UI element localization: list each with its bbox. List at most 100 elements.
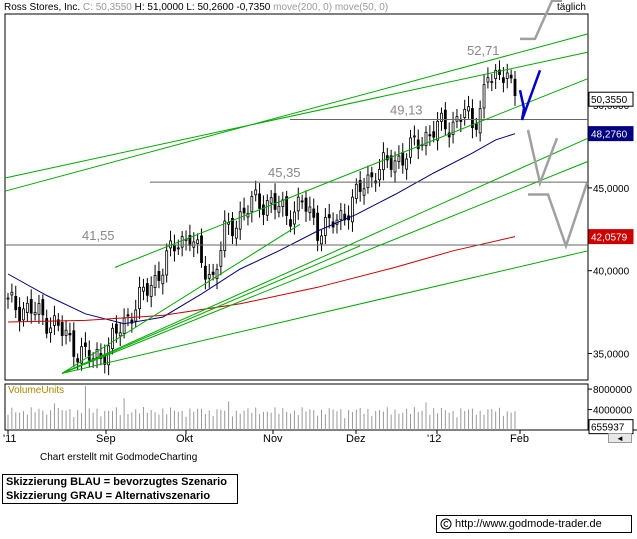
ma200-line (7, 236, 516, 323)
level-label: 41,55 (82, 228, 115, 243)
trend-line (61, 250, 589, 374)
candle-body (269, 197, 273, 204)
source-url: http://www.godmode-trader.de (455, 518, 602, 530)
ma200-label: move(200, 0) (273, 2, 333, 13)
scenario-grey-up (520, 0, 562, 41)
volume-bars (7, 386, 516, 430)
candle-body (122, 317, 126, 334)
candle-body (509, 74, 513, 79)
candle-body (250, 196, 254, 213)
candle-body (289, 219, 292, 227)
x-tick-label: '12 (427, 433, 441, 445)
candle-body (72, 330, 76, 357)
candle-body (165, 250, 169, 276)
candle-body (412, 135, 416, 138)
candle-body (505, 72, 509, 79)
x-tick-label: Feb (510, 433, 529, 445)
price-tag-label: 50,3550 (591, 95, 628, 106)
level-label: 52,71 (467, 43, 500, 58)
candle-body (114, 323, 118, 334)
candle-body (126, 314, 130, 317)
candle-body (498, 69, 501, 75)
candle-body (366, 174, 370, 189)
volume-tick-label: 4000000 (593, 406, 632, 417)
candle-body (215, 268, 219, 280)
candle-body (41, 299, 45, 316)
candle-body (428, 134, 432, 137)
candle-body (358, 180, 362, 192)
candle-body (49, 327, 52, 334)
trend-line (61, 137, 589, 374)
candle-body (424, 131, 428, 146)
y-tick-label: 45,0000 (593, 184, 630, 195)
ma50-label: move(50, 0) (334, 2, 389, 13)
chart-credit: Chart erstellt mit GodmodeCharting (40, 452, 198, 463)
candle-body (467, 106, 470, 112)
trend-line (61, 160, 589, 374)
candle-body (145, 283, 149, 296)
price-tag-label: 48,2760 (591, 130, 628, 141)
candle-body (211, 271, 215, 275)
price-tag-box (588, 91, 634, 107)
price-tag-box (588, 126, 634, 142)
volume-tick-label: 8000000 (593, 385, 632, 396)
source-link[interactable]: http://www.godmode-trader.de (436, 515, 632, 533)
x-tick-label: Dez (346, 433, 366, 445)
candle-body (142, 286, 145, 292)
x-tick-label: '11 (3, 433, 17, 445)
candles (6, 60, 517, 376)
candle-body (84, 342, 87, 347)
candle-body (494, 69, 498, 79)
stock-name: Ross Stores, Inc. (4, 2, 81, 13)
candle-body (161, 274, 165, 285)
candle-body (459, 119, 463, 122)
x-tick-label: Nov (263, 433, 283, 445)
candle-body (76, 358, 80, 363)
volume-panel-frame (4, 383, 589, 431)
candle-body (258, 193, 261, 209)
candle-body (234, 227, 238, 239)
candle-body (277, 205, 281, 213)
candle-body (339, 210, 343, 221)
candle-body (482, 84, 486, 109)
candle-body (37, 303, 41, 315)
candle-body (219, 250, 223, 267)
legend-grey: Skizzierung GRAU = Alternativszenario (6, 490, 211, 502)
candle-body (87, 349, 91, 361)
trend-line (4, 33, 589, 192)
candle-body (478, 108, 482, 134)
candle-body (292, 211, 296, 225)
trend-line (61, 245, 361, 374)
period-label: täglich (557, 2, 586, 13)
candle-body (436, 120, 439, 141)
candle-body (64, 329, 68, 336)
candle-body (157, 270, 161, 281)
candle-body (323, 217, 327, 236)
volume-label: VolumeUnits (8, 385, 64, 396)
candle-body (308, 206, 312, 213)
y-tick-label: 40,0000 (593, 267, 630, 278)
candle-body (33, 312, 37, 316)
scenario-blue (518, 69, 542, 121)
scenario-grey-mid (526, 129, 559, 188)
price-tag-label: 42,0579 (591, 233, 628, 244)
ma50-line (7, 133, 516, 325)
candle-body (327, 214, 331, 219)
candle-body (370, 172, 374, 178)
trend-line (114, 78, 589, 268)
candle-body (196, 239, 200, 244)
candle-body (153, 275, 157, 289)
scroll-left-button[interactable]: ◄ (608, 433, 632, 443)
candle-body (207, 274, 211, 279)
candle-body (451, 121, 455, 135)
candle-body (416, 139, 420, 150)
candle-body (265, 200, 269, 216)
x-tick-label: Okt (176, 433, 193, 445)
candle-body (320, 235, 323, 245)
candle-body (393, 160, 397, 173)
candle-body (501, 77, 505, 83)
candle-body (440, 112, 443, 122)
candle-body (111, 327, 114, 350)
